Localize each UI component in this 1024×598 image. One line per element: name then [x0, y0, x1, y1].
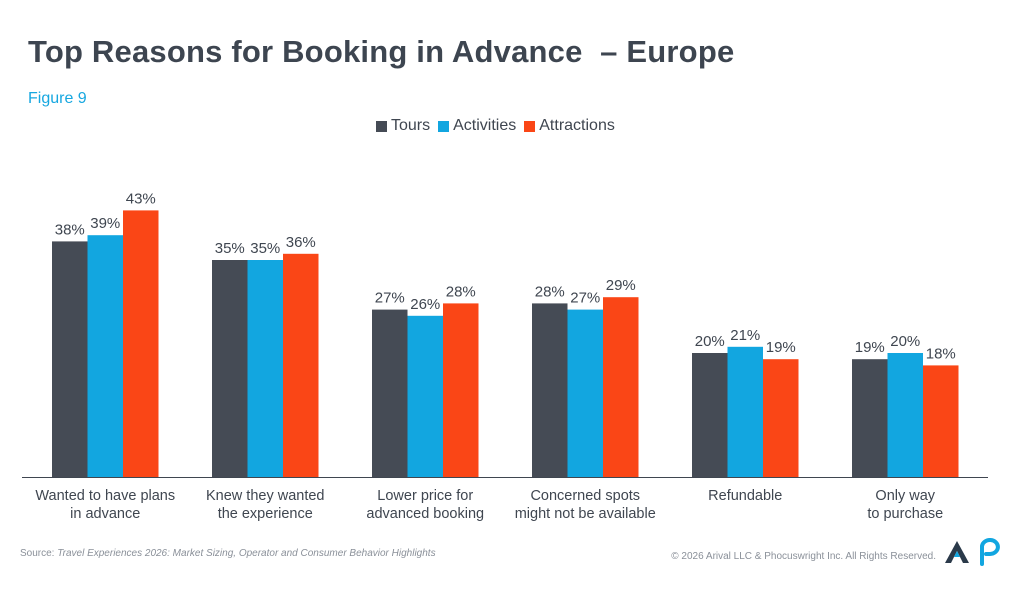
legend-item-attractions: Attractions: [524, 117, 615, 135]
category-label-1-line-0: Knew they wanted: [206, 488, 325, 504]
category-label-4-line-0: Refundable: [708, 488, 782, 504]
category-label-2-line-1: advanced booking: [366, 506, 484, 522]
figure-label: Figure 9: [28, 90, 87, 107]
data-label-tours-1: 35%: [215, 240, 245, 257]
legend-item-activities: Activities: [438, 117, 516, 135]
bar-attractions-4: [763, 359, 799, 477]
category-label-3-line-0: Concerned spots: [530, 488, 640, 504]
category-label-3-line-1: might not be available: [515, 506, 656, 522]
bar-tours-1: [212, 260, 248, 477]
data-label-activities-0: 39%: [90, 215, 120, 232]
category-label-1-line-1: the experience: [218, 506, 313, 522]
bar-activities-5: [887, 353, 923, 477]
category-label-0-line-0: Wanted to have plans: [35, 488, 175, 504]
category-label-5-line-1: to purchase: [867, 506, 943, 522]
category-label-0-line-1: in advance: [70, 506, 140, 522]
data-label-attractions-5: 18%: [926, 345, 956, 362]
bar-activities-0: [87, 235, 123, 477]
data-label-tours-5: 19%: [855, 339, 885, 356]
data-label-activities-4: 21%: [730, 327, 760, 344]
data-label-attractions-0: 43%: [126, 190, 156, 207]
data-label-attractions-4: 19%: [766, 339, 796, 356]
data-label-attractions-3: 29%: [606, 277, 636, 294]
bar-attractions-0: [123, 210, 159, 477]
bar-attractions-5: [923, 365, 959, 477]
bar-tours-5: [852, 359, 888, 477]
legend-swatch-attractions: [524, 120, 536, 132]
data-label-attractions-1: 36%: [286, 234, 316, 251]
legend-swatch-activities: [438, 120, 450, 132]
bar-tours-3: [532, 303, 568, 477]
source-note: Source: Travel Experiences 2026: Market …: [20, 548, 436, 559]
legend-swatch-tours: [376, 120, 387, 132]
data-label-activities-5: 20%: [890, 333, 920, 350]
legend-item-tours: Tours: [376, 117, 430, 135]
category-label-2-line-0: Lower price for: [377, 488, 473, 504]
bar-chart: 38% 39% 43% Wanted to have plans in advance 3…: [22, 190, 988, 522]
copyright-notice: © 2026 Arival LLC & Phocuswright Inc. Al…: [671, 551, 936, 562]
bar-attractions-3: [603, 297, 639, 477]
bar-tours-2: [372, 309, 408, 477]
bar-activities-2: [407, 315, 443, 477]
phocuswright-logo-icon: [980, 538, 1000, 566]
legend-label-attractions: Attractions: [539, 117, 615, 134]
bar-tours-4: [692, 353, 728, 477]
data-label-tours-4: 20%: [695, 333, 725, 350]
source-prefix: Source:: [20, 548, 58, 559]
bar-activities-1: [247, 260, 283, 477]
data-label-activities-3: 27%: [570, 290, 600, 307]
category-label-5-line-0: Only way: [875, 488, 935, 504]
chart-title: Top Reasons for Booking in Advance – Eur…: [28, 34, 735, 69]
data-label-activities-1: 35%: [250, 240, 280, 257]
data-label-attractions-2: 28%: [446, 283, 476, 300]
data-label-activities-2: 26%: [410, 296, 440, 313]
source-title: Travel Experiences 2026: Market Sizing, …: [57, 548, 436, 559]
data-label-tours-2: 27%: [375, 290, 405, 307]
bar-activities-3: [567, 309, 603, 477]
bar-tours-0: [52, 241, 88, 477]
bar-activities-4: [727, 346, 763, 477]
data-label-tours-3: 28%: [535, 283, 565, 300]
data-label-tours-0: 38%: [55, 221, 85, 238]
arival-logo-icon: [945, 541, 969, 563]
legend-label-tours: Tours: [391, 117, 431, 134]
legend-label-activities: Activities: [453, 117, 517, 134]
bar-attractions-1: [283, 253, 319, 477]
chart-legend: Tours Activities Attractions: [376, 117, 623, 135]
bar-attractions-2: [443, 303, 479, 477]
